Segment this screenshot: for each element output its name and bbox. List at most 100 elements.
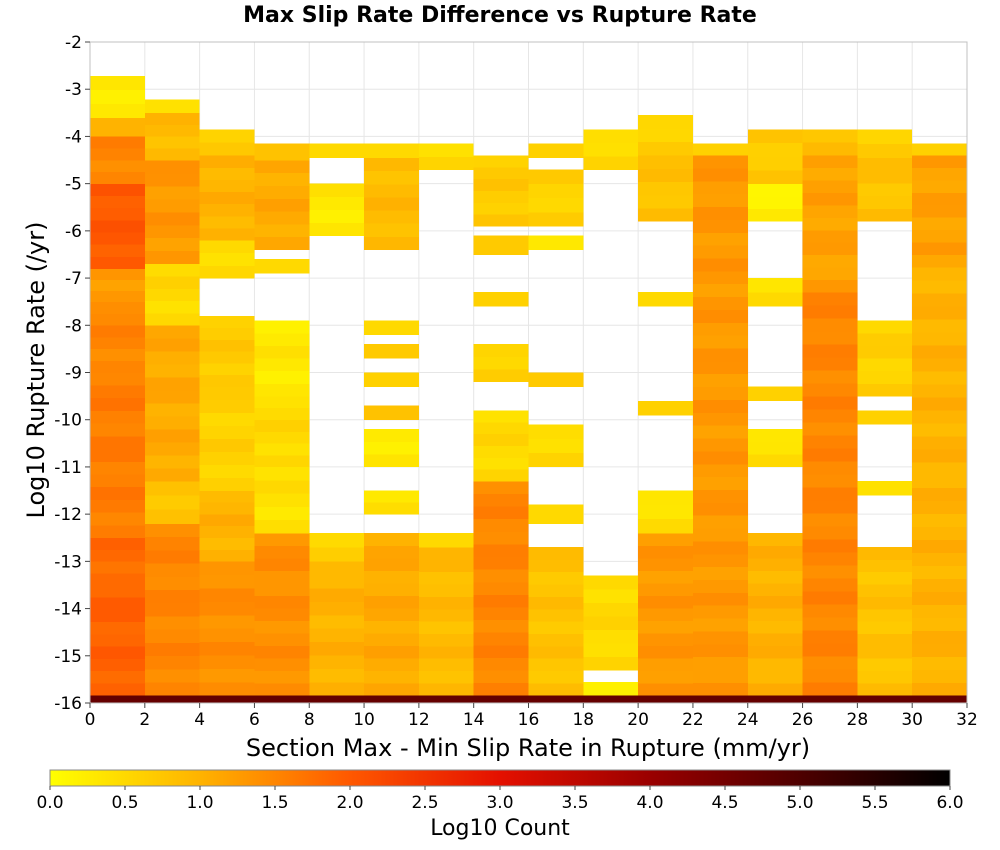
- x-tick-label: 20: [627, 710, 649, 730]
- heatmap-cell: [692, 219, 748, 233]
- heatmap-cell: [254, 185, 310, 199]
- heatmap-cell: [692, 579, 748, 593]
- heatmap-cell: [90, 397, 145, 411]
- heatmap-cell: [692, 605, 748, 619]
- heatmap-cell: [144, 351, 200, 365]
- heatmap-cell: [144, 550, 200, 564]
- heatmap-cell: [254, 632, 310, 646]
- heatmap-cell: [144, 602, 200, 617]
- heatmap-cell: [912, 332, 967, 346]
- heatmap-cell: [364, 502, 419, 515]
- heatmap-cell: [528, 571, 584, 585]
- heatmap-cell: [199, 327, 255, 340]
- heatmap-cell: [802, 242, 858, 256]
- heatmap-cell: [144, 325, 200, 339]
- heatmap-cell: [144, 509, 200, 524]
- heatmap-cell: [254, 682, 310, 696]
- heatmap-cell: [309, 547, 365, 562]
- heatmap-cell: [364, 143, 419, 158]
- heatmap-cell: [90, 621, 145, 635]
- heatmap-cell: [857, 183, 913, 197]
- heatmap-cell: [254, 607, 310, 621]
- y-tick-label: -2: [65, 33, 82, 53]
- heatmap-cell: [144, 300, 200, 314]
- heatmap-cell: [802, 552, 858, 566]
- heatmap-cell: [802, 279, 858, 293]
- heatmap-cell: [747, 208, 803, 222]
- heatmap-cell: [364, 632, 419, 646]
- colorbar-ticks: 0.0 0.5 1.0 1.5 2.0 2.5 3.0 3.5 4.0 4.5 5.0 5.5 6.0: [36, 786, 964, 813]
- heatmap-cell: [309, 668, 365, 683]
- x-axis-ticks: 0 2 4 6 8 10 12 14 16 18 20 22 24 26 28 30 32: [85, 703, 978, 730]
- y-axis-ticks: -2 -3 -4 -5 -6 -7 -8 -9 -10 -11 -12 -13 -14 -15 -16: [54, 33, 90, 714]
- heatmap-cell: [912, 371, 967, 385]
- heatmap-cell: [90, 537, 145, 550]
- heatmap-cell: [857, 345, 913, 359]
- heatmap-cell: [692, 425, 748, 439]
- heatmap-cell: [638, 595, 693, 609]
- heatmap-cell: [90, 160, 145, 173]
- heatmap-cell: [309, 222, 365, 236]
- heatmap-cell: [199, 502, 255, 515]
- heatmap-cell: [90, 290, 145, 302]
- heatmap-cell: [528, 438, 584, 454]
- heatmap-cell: [583, 629, 639, 644]
- heatmap-cell: [912, 384, 967, 398]
- heatmap-cell: [144, 112, 200, 125]
- heatmap-cell: [802, 305, 858, 319]
- heatmap-cell: [692, 631, 748, 645]
- heatmap-cell: [254, 493, 310, 507]
- heatmap-cell: [473, 214, 529, 227]
- heatmap-cell: [583, 656, 639, 671]
- heatmap-cell: [857, 695, 913, 704]
- heatmap-cell: [364, 223, 419, 237]
- colorbar-tick-label: 4.0: [636, 793, 663, 813]
- heatmap-cell: [144, 642, 200, 657]
- heatmap-cell: [528, 211, 584, 227]
- heatmap-cell: [309, 561, 365, 576]
- heatmap-cell: [638, 504, 693, 520]
- heatmap-cell: [528, 169, 584, 184]
- heatmap-cell: [418, 608, 474, 622]
- heatmap-cell: [254, 443, 310, 456]
- heatmap-cell: [692, 412, 748, 426]
- heatmap-cell: [802, 292, 858, 306]
- heatmap-cell: [90, 597, 145, 610]
- heatmap-cell: [912, 436, 967, 450]
- heatmap-cell: [912, 513, 967, 528]
- heatmap-cell: [802, 409, 858, 423]
- x-tick-label: 10: [353, 710, 375, 730]
- heatmap-cell: [747, 657, 803, 671]
- heatmap-cell: [90, 89, 145, 104]
- heatmap-cell: [528, 658, 584, 672]
- heatmap-cell: [144, 442, 200, 456]
- heatmap-cell: [802, 643, 858, 657]
- heatmap-cell: [912, 319, 967, 333]
- heatmap-cell: [254, 558, 310, 571]
- heatmap-cell: [418, 646, 474, 659]
- heatmap-cell: [364, 670, 419, 684]
- heatmap-cell: [364, 157, 419, 172]
- heatmap-cell: [254, 455, 310, 468]
- heatmap-cells: [90, 75, 967, 704]
- heatmap-cell: [364, 558, 419, 571]
- heatmap-cell: [802, 461, 858, 475]
- heatmap-cell: [90, 75, 145, 91]
- heatmap-cell: [692, 386, 748, 400]
- heatmap-cell: [912, 204, 967, 218]
- heatmap-cell: [144, 695, 200, 704]
- heatmap-cell: [912, 591, 967, 605]
- heatmap-cell: [857, 683, 913, 696]
- heatmap-cell: [199, 240, 255, 254]
- heatmap-cell: [857, 157, 913, 171]
- heatmap-cell: [528, 424, 584, 439]
- heatmap-cell: [583, 681, 639, 696]
- heatmap-cell: [199, 601, 255, 616]
- heatmap-cell: [254, 370, 310, 384]
- heatmap-cell: [692, 656, 748, 671]
- colorbar: [49, 769, 951, 787]
- heatmap-cell: [418, 559, 474, 573]
- heatmap-cell: [857, 621, 913, 634]
- heatmap-cell: [747, 183, 803, 197]
- heatmap-cell: [199, 668, 255, 683]
